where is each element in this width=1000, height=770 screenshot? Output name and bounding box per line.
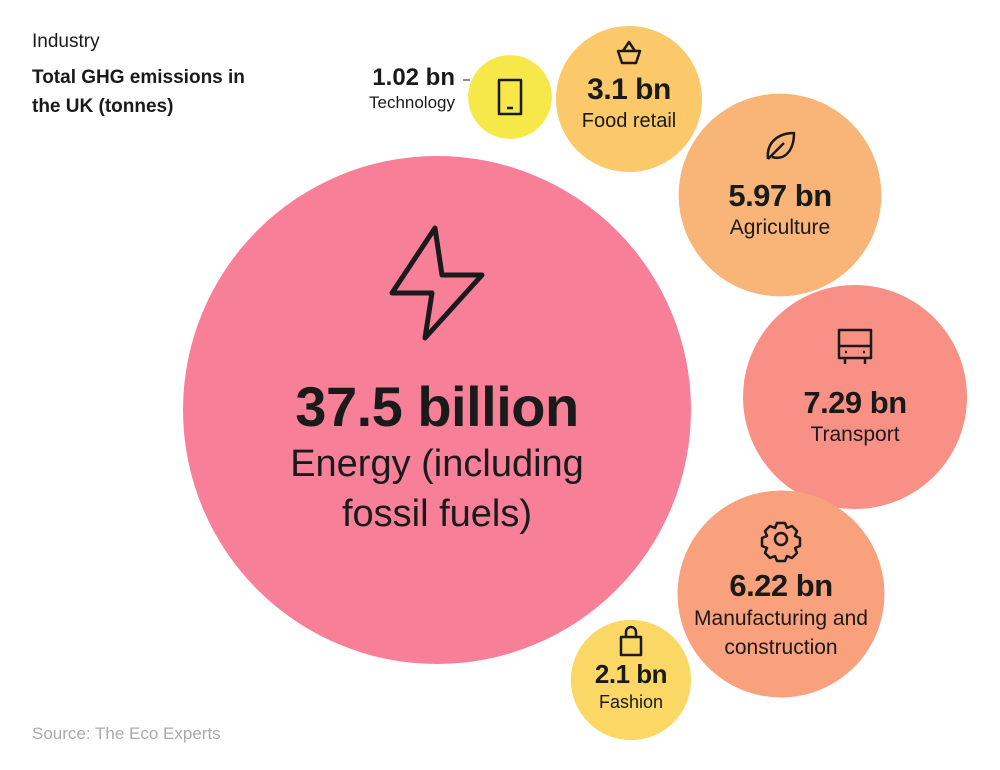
bubble bbox=[468, 55, 552, 139]
icon-part bbox=[619, 635, 643, 657]
bubble bbox=[677, 490, 885, 698]
bubble-label: 37.5 billion Energy (including fossil fue… bbox=[262, 375, 612, 539]
value-label: 5.97 bn bbox=[728, 178, 832, 213]
icon-part bbox=[389, 225, 485, 341]
icon bbox=[619, 625, 643, 657]
icon bbox=[760, 521, 802, 563]
bubble-label: 6.22 bn Manufacturing and construction bbox=[676, 568, 886, 662]
icon bbox=[616, 40, 642, 65]
icon-part bbox=[760, 521, 802, 563]
category-label: Energy (including fossil fuels) bbox=[290, 443, 584, 536]
bubble-label: 1.02 bn Technology bbox=[300, 63, 455, 113]
icon-part bbox=[621, 40, 637, 52]
chart-title: Industry bbox=[32, 31, 100, 52]
category-label: Food retail bbox=[581, 109, 677, 132]
category-label: Agriculture bbox=[729, 215, 831, 239]
icon-part bbox=[766, 131, 796, 160]
value-label: 2.1 bn bbox=[594, 659, 668, 689]
icon bbox=[497, 78, 523, 116]
icon-part bbox=[773, 531, 789, 547]
icon-part bbox=[837, 328, 873, 360]
bubble bbox=[743, 285, 967, 509]
icon-part bbox=[767, 142, 785, 160]
bubble-label: 2.1 bn Fashion bbox=[571, 659, 691, 714]
category-label: Manufacturing and construction bbox=[694, 606, 868, 659]
value-label: 37.5 billion bbox=[295, 375, 579, 438]
source: Source: The Eco Experts bbox=[32, 724, 221, 743]
bubble-label: 3.1 bn Food retail bbox=[554, 73, 704, 134]
bubble bbox=[183, 156, 691, 664]
category-label: Technology bbox=[368, 93, 455, 112]
icon bbox=[766, 131, 796, 160]
chart-subtitle: Total GHG emissions in the UK (tonnes) bbox=[32, 67, 245, 117]
value-label: 7.29 bn bbox=[803, 385, 907, 420]
bubble bbox=[570, 619, 692, 741]
category-label: Transport bbox=[810, 422, 900, 446]
icon-part bbox=[497, 78, 523, 116]
value-label: 3.1 bn bbox=[587, 73, 671, 106]
category-label: Fashion bbox=[598, 691, 664, 712]
value-label: 6.22 bn bbox=[729, 568, 833, 603]
value-label: 1.02 bn bbox=[372, 64, 455, 91]
icon bbox=[389, 225, 485, 341]
icon-part bbox=[843, 358, 867, 364]
icon-part bbox=[624, 625, 638, 637]
bubble bbox=[555, 25, 703, 173]
bubble bbox=[678, 93, 882, 297]
bubble-label: 5.97 bn Agriculture bbox=[690, 178, 870, 241]
icon bbox=[837, 328, 873, 364]
icon-part bbox=[616, 49, 642, 65]
bubble-label: 7.29 bn Transport bbox=[765, 385, 945, 448]
